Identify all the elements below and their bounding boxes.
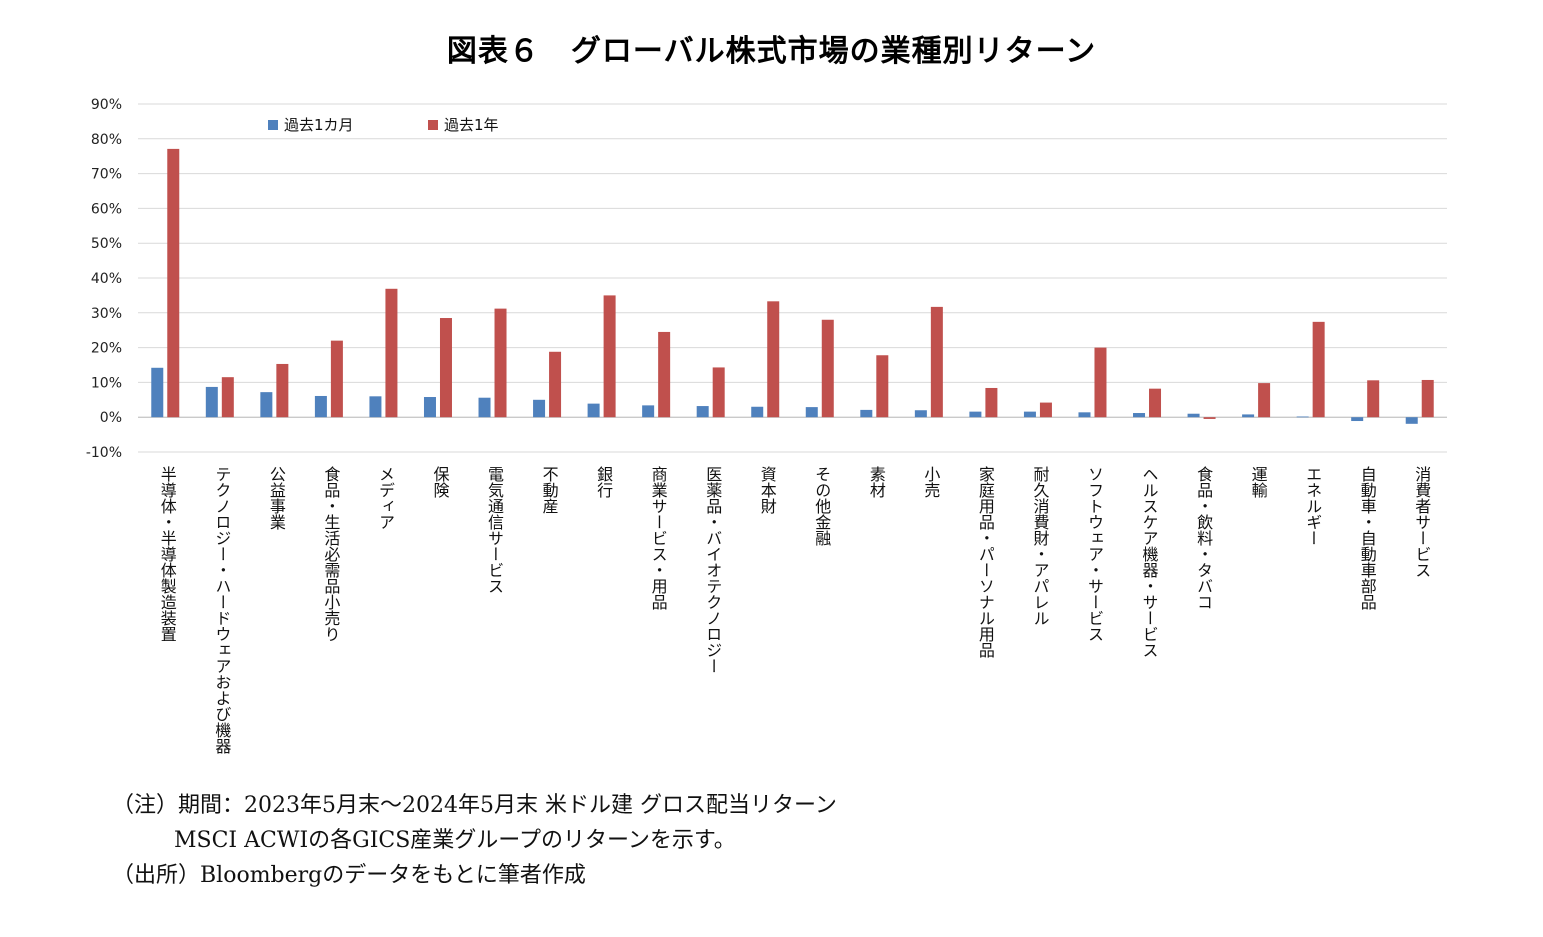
bar-past-1-year xyxy=(604,295,616,417)
bar-past-1-month xyxy=(1242,414,1254,417)
bar-past-1-month xyxy=(1297,417,1309,418)
bar-past-1-month xyxy=(588,404,600,418)
bar-past-1-month xyxy=(206,387,218,417)
bar-past-1-year xyxy=(985,388,997,417)
bar-past-1-year xyxy=(222,377,234,417)
y-tick-label: 80% xyxy=(91,132,122,148)
category-label: エネルギー xyxy=(1303,466,1322,546)
bar-past-1-year xyxy=(1040,403,1052,418)
y-tick-label: 30% xyxy=(91,306,122,322)
note-source: （出所）Bloombergのデータをもとに筆者作成 xyxy=(112,858,837,893)
notes: （注）期間：2023年5月末～2024年5月末 米ドル建 グロス配当リターン M… xyxy=(112,788,837,893)
y-axis-ticks: 90% 80% 70% 60% 50% 40% 30% 20% 10% 0% -10% xyxy=(86,97,122,461)
category-label: メディア xyxy=(376,466,395,530)
category-label: 小売 xyxy=(921,466,940,498)
bar-past-1-month xyxy=(369,396,381,417)
y-tick-label: 60% xyxy=(91,201,122,217)
category-label: ヘルスケア機器・サービス xyxy=(1140,466,1159,658)
bar-past-1-year xyxy=(1204,417,1216,419)
bar-past-1-month xyxy=(860,410,872,417)
category-label: 耐久消費財・アパレル xyxy=(1030,466,1049,626)
category-label: 電気通信サービス xyxy=(485,466,504,594)
y-tick-label: 0% xyxy=(100,410,122,426)
bar-past-1-year xyxy=(495,309,507,418)
bar-past-1-month xyxy=(1351,417,1363,421)
y-tick-label: 20% xyxy=(91,341,122,357)
category-label: 自動車・自動車部品 xyxy=(1358,466,1377,610)
category-label: 保険 xyxy=(430,466,449,498)
bar-past-1-month xyxy=(1024,412,1036,418)
bar-past-1-year xyxy=(1313,322,1325,417)
y-tick-label: 90% xyxy=(91,97,122,113)
bar-past-1-month xyxy=(1133,413,1145,417)
x-axis-categories: 半導体・半導体製造装置 テクノロジー・ハードウェアおよび機器 公益事業 食品・生活必需… xyxy=(158,466,1431,754)
bar-past-1-month xyxy=(751,407,763,417)
bar-past-1-year xyxy=(385,289,397,417)
category-label: 運輸 xyxy=(1249,466,1268,499)
bar-past-1-month xyxy=(424,397,436,417)
bar-past-1-year xyxy=(1422,380,1434,417)
bar-past-1-month xyxy=(1078,412,1090,417)
bar-past-1-year xyxy=(931,307,943,417)
bar-past-1-month xyxy=(315,396,327,417)
category-label: 資本財 xyxy=(758,466,777,514)
bar-past-1-month xyxy=(915,410,927,417)
y-tick-label: -10% xyxy=(86,445,122,461)
legend: 過去1カ月 過去1年 xyxy=(204,105,566,137)
bar-past-1-month xyxy=(260,392,272,417)
legend-background xyxy=(204,105,566,137)
legend-swatch-1y xyxy=(428,120,438,130)
legend-swatch-1m xyxy=(268,120,278,130)
category-label: テクノロジー・ハードウェアおよび機器 xyxy=(212,466,231,754)
bar-past-1-year xyxy=(822,320,834,417)
category-label: 素材 xyxy=(867,466,886,498)
bar-past-1-year xyxy=(331,341,343,418)
bar-past-1-month xyxy=(1188,414,1200,417)
bar-past-1-month xyxy=(151,368,163,417)
bar-past-1-year xyxy=(1367,380,1379,417)
category-label: 家庭用品・パーソナル用品 xyxy=(976,466,995,658)
category-label: 半導体・半導体製造装置 xyxy=(158,466,177,642)
category-label: その他金融 xyxy=(812,466,831,547)
category-label: 食品・生活必需品小売り xyxy=(321,466,340,642)
bar-chart: 90% 80% 70% 60% 50% 40% 30% 20% 10% 0% -10% 半導体・半導… xyxy=(0,0,1543,780)
legend-label-1m: 過去1カ月 xyxy=(284,116,354,134)
bar-past-1-month xyxy=(533,400,545,417)
y-tick-label: 40% xyxy=(91,271,122,287)
bar-past-1-month xyxy=(642,405,654,417)
bar-past-1-year xyxy=(658,332,670,417)
bar-past-1-month xyxy=(1406,417,1418,424)
category-label: 公益事業 xyxy=(267,466,286,530)
bar-past-1-year xyxy=(1149,389,1161,418)
bar-past-1-month xyxy=(479,398,491,417)
category-label: 医薬品・バイオテクノロジー xyxy=(703,466,722,674)
bar-past-1-year xyxy=(167,149,179,417)
bar-past-1-year xyxy=(276,364,288,417)
category-label: 商業サービス・用品 xyxy=(649,466,668,610)
bar-past-1-year xyxy=(767,301,779,417)
bar-past-1-month xyxy=(697,406,709,417)
bar-past-1-year xyxy=(876,355,888,417)
category-label: ソフトウェア・サービス xyxy=(1085,466,1104,642)
bar-past-1-year xyxy=(713,367,725,417)
bar-past-1-year xyxy=(1094,348,1106,418)
bar-past-1-year xyxy=(1258,383,1270,417)
bar-past-1-month xyxy=(806,407,818,417)
legend-label-1y: 過去1年 xyxy=(444,116,499,134)
y-tick-label: 50% xyxy=(91,236,122,252)
note-period: （注）期間：2023年5月末～2024年5月末 米ドル建 グロス配当リターン xyxy=(112,788,837,823)
note-description: MSCI ACWIの各GICS産業グループのリターンを示す。 xyxy=(112,823,837,858)
category-label: 不動産 xyxy=(540,466,559,514)
bar-past-1-year xyxy=(549,352,561,417)
bar-past-1-year xyxy=(440,318,452,417)
category-label: 食品・飲料・タバコ xyxy=(1194,466,1213,610)
category-label: 消費者サービス xyxy=(1412,466,1431,578)
category-label: 銀行 xyxy=(594,466,613,499)
y-tick-label: 70% xyxy=(91,167,122,183)
y-tick-label: 10% xyxy=(91,375,122,391)
bar-past-1-month xyxy=(969,412,981,418)
